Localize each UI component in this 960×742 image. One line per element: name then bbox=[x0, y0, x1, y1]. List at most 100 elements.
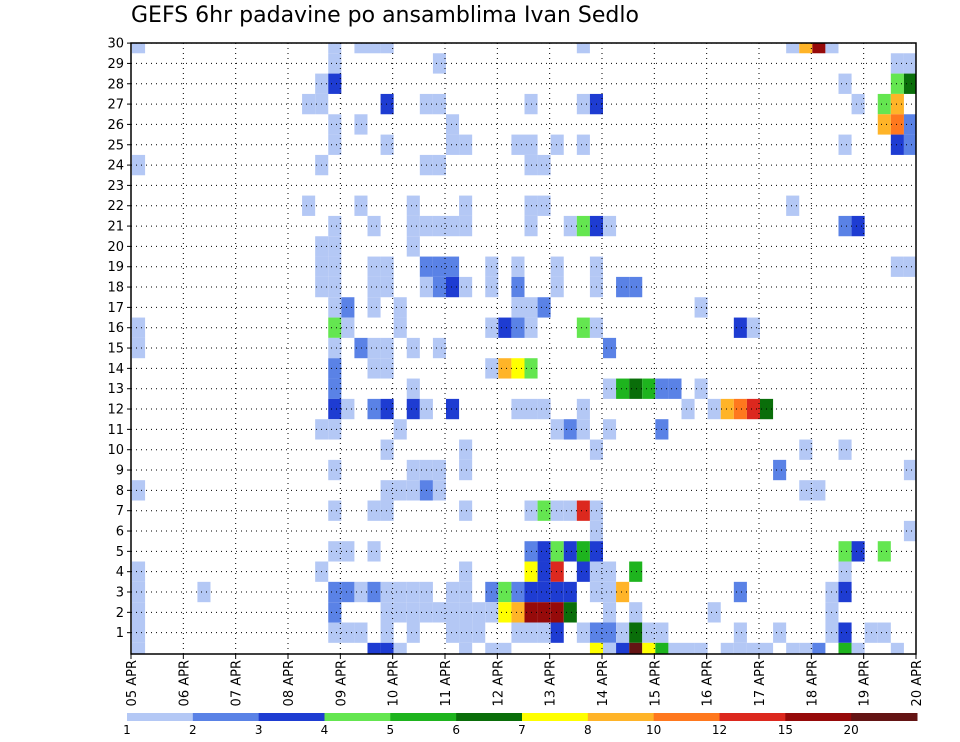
heatmap-cell bbox=[498, 581, 512, 603]
heatmap-cell bbox=[890, 642, 904, 654]
y-tick-label: 17 bbox=[107, 301, 124, 316]
heatmap-cell bbox=[603, 561, 617, 582]
heatmap-cell bbox=[733, 622, 747, 643]
heatmap-cell bbox=[603, 622, 617, 643]
heatmap-cell bbox=[341, 297, 355, 318]
heatmap-cell bbox=[786, 642, 800, 654]
heatmap-cell bbox=[603, 419, 617, 440]
heatmap-cell bbox=[354, 43, 368, 54]
heatmap-cell bbox=[903, 520, 916, 542]
heatmap-cell bbox=[576, 561, 590, 582]
heatmap-cell bbox=[511, 134, 525, 155]
y-tick-label: 29 bbox=[107, 57, 124, 72]
heatmap-cell bbox=[838, 541, 852, 562]
heatmap-cell bbox=[838, 581, 852, 603]
y-tick-label: 16 bbox=[107, 321, 124, 336]
heatmap-cell bbox=[825, 43, 839, 54]
heatmap-cell bbox=[328, 459, 342, 481]
heatmap-cell bbox=[446, 256, 460, 277]
heatmap-cell bbox=[603, 378, 617, 399]
heatmap-cell bbox=[328, 134, 342, 155]
heatmap-cell bbox=[367, 398, 381, 420]
colorbar-label: 4 bbox=[321, 723, 329, 737]
heatmap-cell bbox=[576, 134, 590, 155]
heatmap-cell bbox=[616, 642, 630, 654]
heatmap-cell bbox=[459, 459, 473, 481]
heatmap-cell bbox=[132, 480, 146, 501]
heatmap-cell bbox=[367, 581, 381, 603]
heatmap-cell bbox=[668, 378, 682, 399]
y-tick-label: 26 bbox=[107, 118, 124, 133]
heatmap-cell bbox=[380, 134, 394, 155]
y-tick-label: 15 bbox=[107, 342, 124, 357]
heatmap-cell bbox=[132, 602, 146, 623]
heatmap-cell bbox=[380, 358, 394, 379]
colorbar-swatch bbox=[522, 713, 589, 721]
y-tick-label: 30 bbox=[107, 37, 124, 52]
y-tick-label: 22 bbox=[107, 199, 124, 214]
heatmap-cell bbox=[720, 642, 734, 654]
heatmap-cell bbox=[367, 215, 381, 237]
heatmap-cell bbox=[328, 236, 342, 257]
y-tick-label: 24 bbox=[107, 159, 124, 174]
heatmap-cell bbox=[341, 317, 355, 338]
y-tick-label: 12 bbox=[107, 403, 124, 418]
heatmap-cell bbox=[550, 622, 564, 643]
x-tick-label: 10 APR bbox=[387, 660, 402, 706]
heatmap-cell bbox=[629, 561, 643, 582]
heatmap-cell bbox=[511, 622, 525, 643]
heatmap-cell bbox=[406, 236, 420, 257]
heatmap-cell bbox=[328, 602, 342, 623]
heatmap-cell bbox=[367, 43, 381, 54]
colorbar-label: 12 bbox=[712, 723, 727, 737]
heatmap-cell bbox=[838, 134, 852, 155]
heatmap-cell bbox=[432, 459, 446, 481]
heatmap-cell bbox=[367, 256, 381, 277]
heatmap-cells-layer bbox=[132, 43, 916, 654]
heatmap-cell bbox=[851, 93, 865, 115]
heatmap-cell bbox=[406, 337, 420, 359]
heatmap-cell bbox=[328, 500, 342, 521]
heatmap-cell bbox=[537, 581, 551, 603]
heatmap-cell bbox=[393, 581, 407, 603]
heatmap-cell bbox=[459, 642, 473, 654]
heatmap-cell bbox=[406, 622, 420, 643]
heatmap-cell bbox=[550, 276, 564, 298]
heatmap-cell bbox=[459, 622, 473, 643]
y-tick-label: 25 bbox=[107, 138, 124, 153]
heatmap-cell bbox=[380, 43, 394, 54]
heatmap-cell bbox=[328, 541, 342, 562]
colorbar-label: 10 bbox=[646, 723, 661, 737]
heatmap-cell bbox=[432, 53, 446, 74]
heatmap-cell bbox=[786, 43, 800, 54]
heatmap-cell bbox=[681, 398, 695, 420]
y-tick-label: 21 bbox=[107, 220, 124, 235]
heatmap-cell bbox=[432, 215, 446, 237]
heatmap-cell bbox=[328, 622, 342, 643]
colorbar-swatch bbox=[390, 713, 457, 721]
heatmap-cell bbox=[132, 642, 146, 654]
heatmap-cell bbox=[328, 215, 342, 237]
heatmap-cell bbox=[576, 419, 590, 440]
heatmap-cell bbox=[563, 541, 577, 562]
heatmap-cell bbox=[629, 276, 643, 298]
x-tick-label: 06 APR bbox=[177, 660, 192, 706]
heatmap-cell bbox=[432, 93, 446, 115]
heatmap-cell bbox=[393, 642, 407, 654]
heatmap-cell bbox=[380, 276, 394, 298]
heatmap-cell bbox=[550, 602, 564, 623]
heatmap-cell bbox=[733, 581, 747, 603]
colorbar-swatch bbox=[719, 713, 786, 721]
heatmap-cell bbox=[903, 134, 916, 155]
heatmap-cell bbox=[511, 358, 525, 379]
heatmap-cell bbox=[367, 337, 381, 359]
heatmap-cell bbox=[132, 337, 146, 359]
heatmap-cell bbox=[354, 581, 368, 603]
colorbar-swatch bbox=[587, 713, 655, 721]
x-tick-label: 18 APR bbox=[805, 660, 820, 706]
heatmap-cell bbox=[603, 581, 617, 603]
heatmap-cell bbox=[367, 642, 381, 654]
heatmap-cell bbox=[328, 358, 342, 379]
heatmap-cell bbox=[890, 114, 904, 135]
